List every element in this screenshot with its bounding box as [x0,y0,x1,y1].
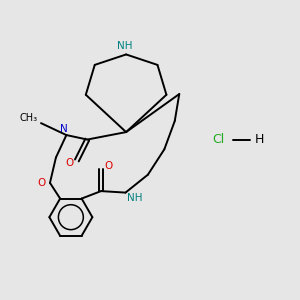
Text: NH: NH [127,193,143,203]
Text: H: H [254,133,264,146]
Text: N: N [59,124,67,134]
Text: O: O [38,178,46,188]
Text: NH: NH [117,41,132,51]
Text: Cl: Cl [213,133,225,146]
Text: CH₃: CH₃ [20,113,38,123]
Text: O: O [65,158,74,168]
Text: O: O [104,161,112,171]
